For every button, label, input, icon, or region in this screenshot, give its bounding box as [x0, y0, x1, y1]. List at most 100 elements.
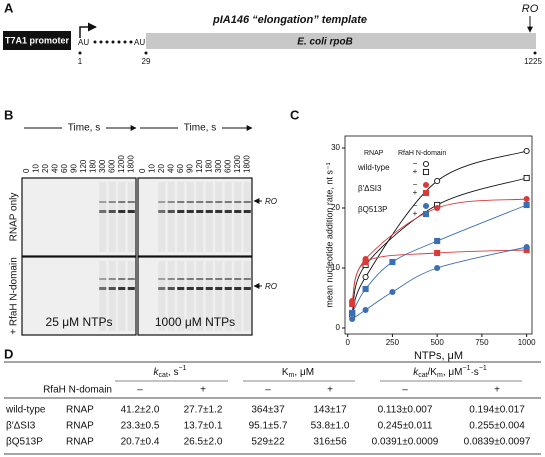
point	[362, 273, 369, 281]
header-part: k	[413, 367, 419, 378]
gel	[21, 177, 137, 257]
lane-smear	[118, 261, 126, 331]
legend-marker	[422, 160, 430, 168]
ro-label: RO	[265, 197, 277, 206]
band	[196, 201, 204, 203]
gene-label: E. coli rpoB	[297, 37, 353, 48]
band	[158, 201, 166, 203]
lane-smear	[177, 182, 185, 252]
band	[186, 278, 194, 280]
point	[434, 237, 441, 245]
column-header: kcat/Km, μM−1·s−1	[413, 365, 487, 379]
cell: 13.7±0.1	[184, 421, 223, 432]
header-part: cat	[159, 372, 168, 379]
row-name: βQ513P	[6, 437, 43, 448]
time-axis-label: Time, s	[68, 123, 100, 134]
legend-header: RfaH N-domain	[398, 150, 446, 157]
gel	[21, 256, 137, 336]
row-name: wild-type	[5, 405, 46, 416]
point	[389, 288, 396, 296]
time-label: 300	[214, 159, 223, 173]
gel	[137, 177, 253, 257]
pos-dot	[78, 51, 82, 55]
lane-smear	[224, 261, 232, 331]
legend-label: wild-type	[357, 163, 390, 172]
x-tick-label: 250	[386, 338, 400, 347]
lane-smear	[234, 261, 242, 331]
time-label: 1800	[126, 155, 135, 173]
band	[196, 210, 204, 213]
band	[205, 278, 213, 280]
band	[99, 201, 107, 203]
cell: 529±22	[251, 437, 285, 448]
band	[177, 278, 185, 280]
cell: 0.245±0.011	[378, 421, 433, 432]
point	[523, 201, 530, 209]
time-label: 20	[157, 164, 166, 173]
band	[167, 210, 175, 213]
x-tick-label: 750	[475, 338, 489, 347]
point	[349, 309, 356, 317]
legend-marker	[422, 181, 430, 189]
header-part: −1	[462, 365, 470, 372]
au-label: AU	[134, 38, 145, 47]
lane-smear	[99, 182, 107, 252]
panel-label: B	[4, 107, 13, 122]
header-part: ·s	[470, 367, 478, 378]
position: 1225	[524, 57, 542, 66]
band	[205, 287, 213, 290]
band	[118, 210, 126, 213]
fit-curve	[351, 204, 527, 314]
legend-label: βQ513P	[358, 205, 388, 214]
lane-smear	[234, 182, 242, 252]
cell: 20.7±0.4	[121, 437, 160, 448]
legend-label: β′ΔSI3	[358, 184, 382, 193]
legend-sign: −	[413, 159, 418, 168]
band	[234, 210, 242, 213]
lane-smear	[186, 261, 194, 331]
subheader: +	[494, 385, 500, 396]
legend-marker	[422, 168, 430, 176]
cell: 23.3±0.5	[121, 421, 160, 432]
time-label: 120	[79, 159, 88, 173]
panel-label: D	[4, 346, 13, 361]
point	[434, 177, 441, 185]
subheader: –	[402, 385, 408, 396]
band	[224, 210, 232, 213]
pos-dot	[144, 51, 148, 55]
position: 1	[78, 57, 83, 66]
x-tick-label: 1000	[518, 338, 536, 347]
point	[434, 249, 441, 257]
band	[234, 287, 242, 290]
legend-sign: +	[413, 188, 418, 197]
band	[167, 278, 175, 280]
band	[127, 278, 135, 280]
band	[118, 278, 126, 280]
band	[243, 210, 251, 213]
band	[118, 287, 126, 290]
column-header: Km, μM	[282, 367, 314, 380]
legend-sign: +	[413, 209, 418, 218]
y-tick-label: 0	[336, 323, 341, 332]
cell: 143±17	[313, 405, 347, 416]
fit-curve	[351, 150, 527, 317]
lane-smear	[127, 182, 135, 252]
band	[243, 287, 251, 290]
header-part: m	[289, 372, 295, 379]
band	[99, 278, 107, 280]
lane-smear	[167, 182, 175, 252]
band	[234, 278, 242, 280]
band	[177, 210, 185, 213]
time-label: 1800	[242, 155, 251, 173]
lane-smear	[243, 261, 251, 331]
band	[167, 287, 175, 290]
band	[205, 210, 213, 213]
row-enzyme: RNAP	[66, 405, 94, 416]
legend-marker	[422, 210, 430, 218]
header-part: , μM	[443, 367, 463, 378]
band	[99, 210, 107, 213]
lane-smear	[167, 261, 175, 331]
band	[196, 287, 204, 290]
band	[108, 201, 116, 203]
band	[108, 210, 116, 213]
